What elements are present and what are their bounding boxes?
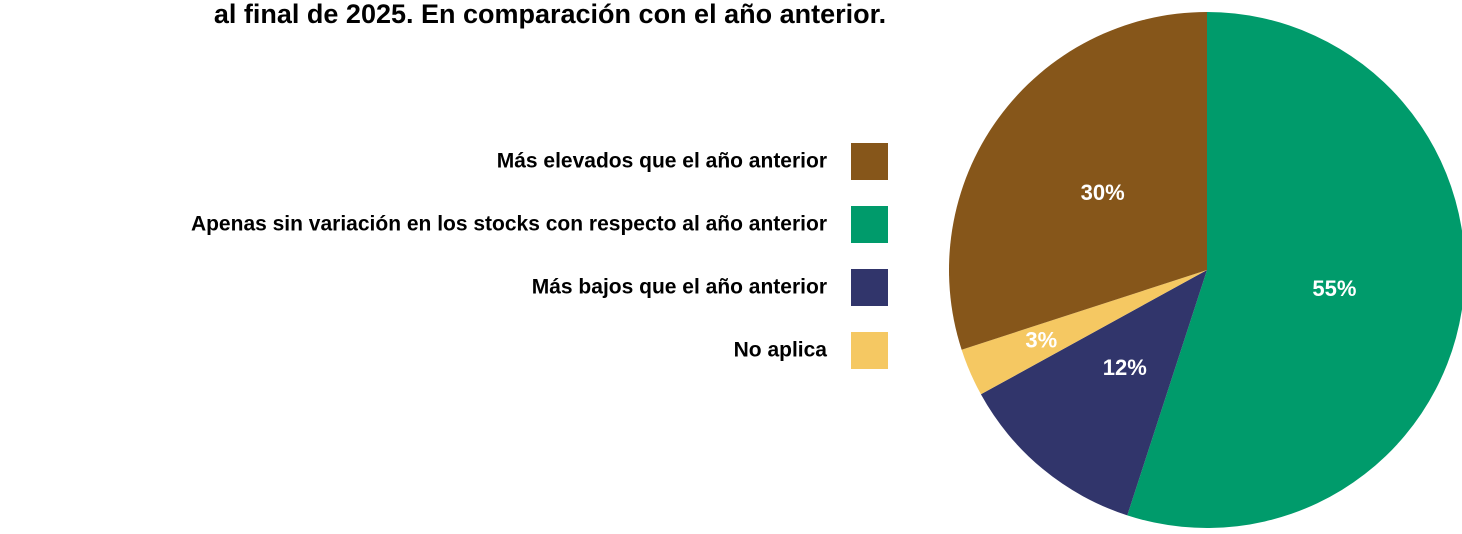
pie-slice bbox=[980, 270, 1207, 516]
data-label: 12% bbox=[1103, 355, 1147, 380]
legend-swatch bbox=[851, 332, 888, 369]
pie-slice bbox=[949, 12, 1207, 350]
pie-slice bbox=[961, 270, 1207, 395]
data-label: 30% bbox=[1081, 180, 1125, 205]
chart-title: al final de 2025. En comparación con el … bbox=[214, 0, 886, 29]
legend-swatch bbox=[851, 143, 888, 180]
data-label: 55% bbox=[1312, 276, 1356, 301]
legend-swatch bbox=[851, 206, 888, 243]
legend-label: No aplica bbox=[734, 339, 828, 362]
data-label: 3% bbox=[1025, 328, 1057, 353]
pie-slice bbox=[1127, 12, 1462, 528]
legend-label: Más bajos que el año anterior bbox=[532, 276, 827, 299]
legend-swatch bbox=[851, 269, 888, 306]
legend-label: Más elevados que el año anterior bbox=[497, 150, 827, 173]
legend-label: Apenas sin variación en los stocks con r… bbox=[191, 213, 827, 236]
